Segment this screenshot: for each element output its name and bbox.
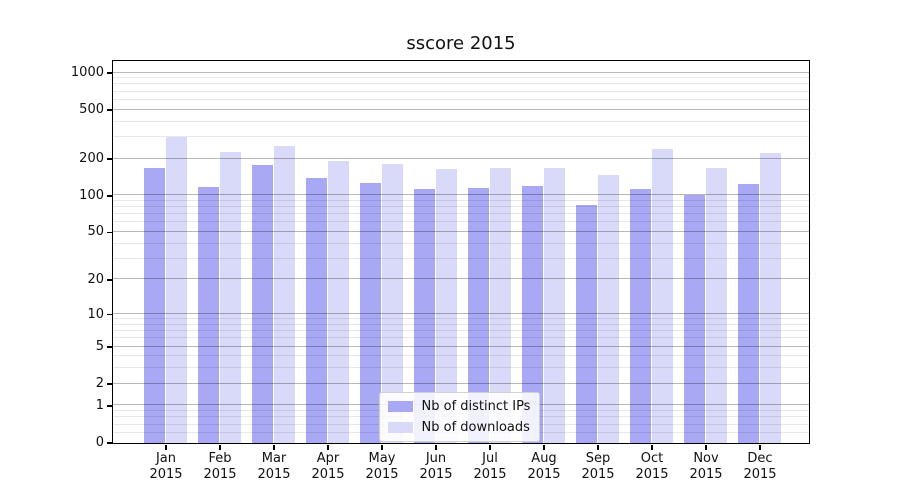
x-tick-label-year: 2015: [311, 467, 345, 482]
bar-ips-aug: [521, 185, 544, 443]
x-tick-label-dec: Dec 2015: [730, 451, 790, 483]
bar-downloads-apr: [327, 160, 350, 443]
x-tick-label-year: 2015: [743, 467, 777, 482]
x-tick-mark: [705, 444, 707, 450]
x-tick-label-oct: Oct 2015: [622, 451, 682, 483]
y-tick-label-100: 100: [79, 187, 104, 203]
x-tick-mark: [435, 444, 437, 450]
y-tick-label-10: 10: [87, 306, 104, 322]
x-tick-label-apr: Apr 2015: [298, 451, 358, 483]
legend-entry-downloads: Nb of downloads: [387, 419, 531, 436]
y-tick-label-2: 2: [95, 376, 104, 392]
x-tick-mark: [651, 444, 653, 450]
bar-ips-feb: [197, 186, 220, 443]
y-tick-mark: [106, 72, 112, 74]
x-tick-mark: [165, 444, 167, 450]
bar-downloads-mar: [273, 146, 296, 443]
bar-downloads-jun: [435, 169, 458, 443]
bar-downloads-dec: [759, 153, 782, 443]
y-tick-label-200: 200: [79, 150, 104, 166]
y-tick-mark: [106, 346, 112, 348]
x-tick-label-year: 2015: [419, 467, 453, 482]
y-tick-label-500: 500: [79, 102, 104, 118]
x-tick-label-year: 2015: [203, 467, 237, 482]
legend-label-distinct-ips: Nb of distinct IPs: [421, 398, 531, 414]
y-tick-mark: [106, 109, 112, 111]
bar-ips-nov: [683, 195, 706, 443]
y-tick-mark: [106, 405, 112, 407]
x-tick-label-jul: Jul 2015: [460, 451, 520, 483]
bar-downloads-feb: [219, 151, 242, 443]
bar-ips-jan: [143, 168, 166, 443]
y-tick-mark: [106, 195, 112, 197]
x-tick-label-may: May 2015: [352, 451, 412, 483]
x-tick-mark: [273, 444, 275, 450]
legend-swatch-distinct-ips-icon: [387, 400, 413, 412]
x-tick-mark: [489, 444, 491, 450]
x-tick-label-aug: Aug 2015: [514, 451, 574, 483]
bar-ips-apr: [305, 177, 328, 443]
x-tick-label-year: 2015: [581, 467, 615, 482]
x-tick-label-year: 2015: [689, 467, 723, 482]
bars-layer: [113, 61, 809, 443]
y-tick-label-0: 0: [95, 435, 104, 450]
x-tick-label-year: 2015: [149, 467, 183, 482]
bar-downloads-oct: [651, 149, 674, 443]
y-tick-mark: [106, 158, 112, 160]
bar-ips-sep: [575, 205, 598, 443]
x-tick-mark: [381, 444, 383, 450]
x-tick-label-jun: Jun 2015: [406, 451, 466, 483]
bar-ips-may: [359, 182, 382, 443]
x-tick-label-feb: Feb 2015: [190, 451, 250, 483]
y-tick-label-50: 50: [87, 224, 104, 240]
x-tick-label-year: 2015: [473, 467, 507, 482]
y-tick-label-5: 5: [95, 339, 104, 355]
y-tick-mark: [106, 231, 112, 234]
bar-ips-mar: [251, 165, 274, 443]
legend: Nb of distinct IPs Nb of downloads: [378, 391, 541, 442]
x-tick-mark: [219, 444, 221, 450]
x-tick-label-year: 2015: [257, 467, 291, 482]
bar-downloads-jul: [489, 167, 512, 443]
bar-ips-dec: [737, 183, 760, 443]
bar-downloads-nov: [705, 167, 728, 443]
bar-downloads-aug: [543, 168, 566, 443]
y-tick-label-1: 1: [95, 397, 104, 413]
x-tick-label-year: 2015: [365, 467, 399, 482]
bar-downloads-jan: [165, 137, 188, 443]
chart-title: sscore 2015: [406, 33, 516, 54]
bar-ips-jul: [467, 187, 490, 443]
x-tick-label-nov: Nov 2015: [676, 451, 736, 483]
x-tick-label-year: 2015: [635, 467, 669, 482]
bar-ips-oct: [629, 189, 652, 443]
x-tick-mark: [597, 444, 599, 450]
x-tick-label-year: 2015: [527, 467, 561, 482]
legend-swatch-downloads-icon: [387, 421, 413, 433]
plot-area: Nb of distinct IPs Nb of downloads: [111, 59, 810, 444]
y-tick-mark: [106, 383, 112, 385]
x-tick-mark: [759, 444, 761, 450]
bar-ips-jun: [413, 189, 436, 443]
x-tick-mark: [327, 444, 329, 450]
legend-entry-distinct-ips: Nb of distinct IPs: [387, 398, 531, 415]
y-tick-mark: [106, 313, 112, 316]
x-tick-label-sep: Sep 2015: [568, 451, 628, 483]
y-tick-mark: [106, 279, 112, 281]
bar-downloads-may: [381, 163, 404, 443]
x-tick-label-jan: Jan 2015: [136, 451, 196, 483]
x-tick-label-mar: Mar 2015: [244, 451, 304, 483]
y-tick-label-1000: 1000: [70, 65, 104, 80]
x-tick-mark: [543, 444, 545, 450]
legend-label-downloads: Nb of downloads: [421, 419, 530, 435]
bar-downloads-sep: [597, 174, 620, 443]
y-tick-mark: [106, 442, 112, 444]
y-tick-label-20: 20: [87, 271, 104, 287]
